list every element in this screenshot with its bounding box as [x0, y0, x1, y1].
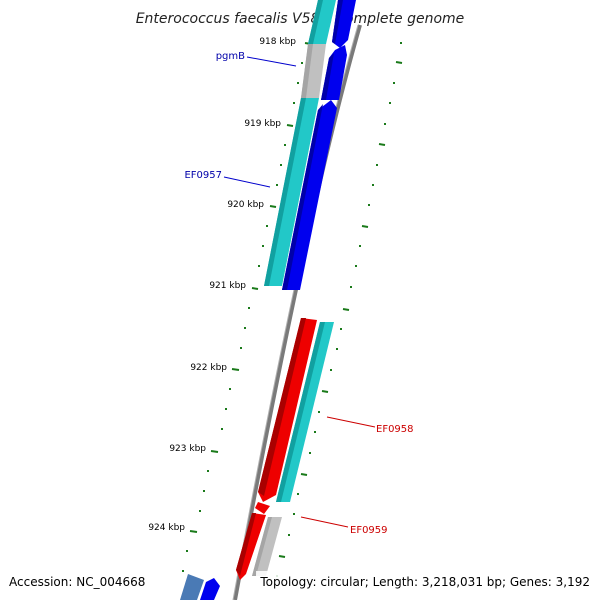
- tick-label-920kbp: 920 kbp: [227, 200, 264, 210]
- cds-feature-top-shade: [308, 0, 323, 44]
- tick-label-922kbp: 922 kbp: [190, 363, 227, 373]
- label-line-ef0958: [326, 416, 376, 428]
- gene-bottom-steelblue[interactable]: [180, 574, 204, 600]
- gene-ef0957-shade: [282, 104, 323, 290]
- gene-ef0959-small[interactable]: [255, 502, 270, 514]
- gene-ef0959-shade: [236, 513, 256, 576]
- label-line-ef0957: [223, 176, 271, 188]
- footer-summary-bg: [256, 571, 596, 593]
- outer-tick-track: [276, 42, 403, 577]
- inner-tick-track: [182, 42, 312, 572]
- gene-ef0958-shade: [258, 318, 306, 496]
- map-title: Enterococcus faecalis V583, complete gen…: [136, 11, 465, 27]
- gene-label-pgmb[interactable]: pgmB: [216, 51, 245, 62]
- gene-label-ef0959[interactable]: EF0959: [350, 525, 388, 536]
- tick-label-924kbp: 924 kbp: [148, 523, 185, 533]
- footer-accession-bg: [4, 571, 150, 593]
- footer-accession: Accession: NC_004668: [9, 575, 145, 589]
- label-line-pgmb: [246, 56, 297, 67]
- cds-feature-ef0957-shade: [264, 98, 306, 286]
- gene-top-blue-shade: [332, 0, 343, 44]
- tick-label-919kbp: 919 kbp: [244, 119, 281, 129]
- cds-feature-ef0958-shade: [276, 322, 325, 502]
- gene-bottom-blue[interactable]: [200, 578, 220, 600]
- footer-summary: Topology: circular; Length: 3,218,031 bp…: [259, 575, 590, 589]
- label-line-ef0959: [300, 516, 349, 528]
- tick-label-921kbp: 921 kbp: [209, 281, 246, 291]
- gene-label-ef0958[interactable]: EF0958: [376, 424, 414, 435]
- tick-label-923kbp: 923 kbp: [169, 444, 206, 454]
- other-feature-pgmb-shade: [301, 44, 313, 98]
- gene-pgmb-shade: [321, 53, 334, 100]
- tick-label-918kbp: 918 kbp: [259, 37, 296, 47]
- gene-label-ef0957[interactable]: EF0957: [184, 170, 222, 181]
- other-feature-ef0959-shade: [252, 517, 272, 576]
- gene-ef0959[interactable]: [236, 513, 266, 580]
